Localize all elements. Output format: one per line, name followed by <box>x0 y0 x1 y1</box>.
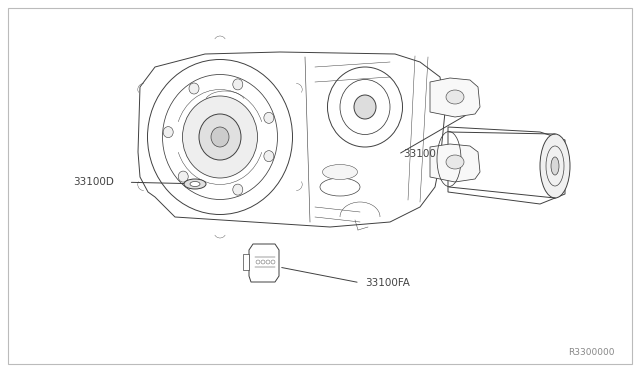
Ellipse shape <box>211 127 229 147</box>
Ellipse shape <box>354 95 376 119</box>
Text: R3300000: R3300000 <box>568 348 614 357</box>
Text: 33100D: 33100D <box>74 177 115 187</box>
Ellipse shape <box>551 157 559 175</box>
Polygon shape <box>430 144 480 182</box>
Ellipse shape <box>163 126 173 138</box>
Polygon shape <box>448 127 565 204</box>
Polygon shape <box>243 254 249 270</box>
Ellipse shape <box>540 134 570 198</box>
Ellipse shape <box>182 96 257 178</box>
Ellipse shape <box>233 184 243 195</box>
Ellipse shape <box>199 114 241 160</box>
Ellipse shape <box>446 90 464 104</box>
Ellipse shape <box>190 182 200 186</box>
Polygon shape <box>249 244 279 282</box>
Ellipse shape <box>446 155 464 169</box>
Polygon shape <box>138 52 445 227</box>
Ellipse shape <box>184 179 206 189</box>
Ellipse shape <box>264 112 274 124</box>
Polygon shape <box>430 78 480 117</box>
Text: 33100FA: 33100FA <box>365 278 410 288</box>
Ellipse shape <box>233 79 243 90</box>
Text: 33100: 33100 <box>403 150 436 159</box>
Ellipse shape <box>178 171 188 182</box>
Ellipse shape <box>189 83 199 94</box>
Ellipse shape <box>264 151 274 162</box>
Ellipse shape <box>323 164 358 180</box>
